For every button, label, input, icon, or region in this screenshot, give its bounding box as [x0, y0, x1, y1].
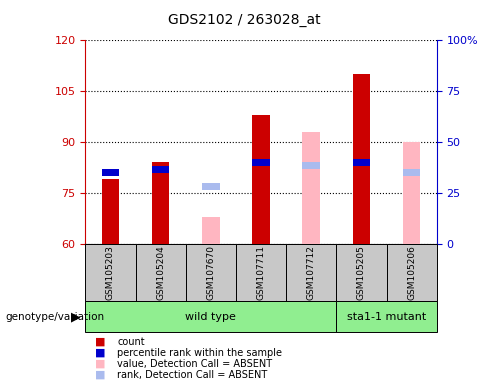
- Text: ■: ■: [95, 348, 106, 358]
- Bar: [403, 142, 421, 244]
- Bar: [85, 301, 336, 332]
- Bar: [403, 169, 421, 176]
- Bar: [353, 74, 370, 244]
- Text: GSM105203: GSM105203: [106, 245, 115, 300]
- Bar: [85, 244, 136, 301]
- Bar: [152, 162, 169, 244]
- Bar: [136, 244, 186, 301]
- Text: GSM107712: GSM107712: [307, 245, 316, 300]
- Text: percentile rank within the sample: percentile rank within the sample: [117, 348, 282, 358]
- Bar: [102, 169, 119, 176]
- Text: genotype/variation: genotype/variation: [5, 312, 104, 322]
- Text: count: count: [117, 336, 145, 346]
- Bar: [286, 244, 336, 301]
- Text: ■: ■: [95, 359, 106, 369]
- Bar: [336, 244, 386, 301]
- Text: ▶: ▶: [71, 310, 81, 323]
- Text: GSM105204: GSM105204: [156, 245, 165, 300]
- Bar: [186, 244, 236, 301]
- Text: GSM107711: GSM107711: [257, 245, 265, 300]
- Text: sta1-1 mutant: sta1-1 mutant: [347, 312, 426, 322]
- Bar: [252, 159, 270, 166]
- Bar: [202, 183, 220, 190]
- Text: ■: ■: [95, 370, 106, 380]
- Text: GSM105206: GSM105206: [407, 245, 416, 300]
- Bar: [303, 162, 320, 169]
- Bar: [386, 244, 437, 301]
- Text: GDS2102 / 263028_at: GDS2102 / 263028_at: [168, 13, 320, 27]
- Bar: [236, 244, 286, 301]
- Text: GSM107670: GSM107670: [206, 245, 215, 300]
- Bar: [353, 159, 370, 166]
- Text: rank, Detection Call = ABSENT: rank, Detection Call = ABSENT: [117, 370, 267, 380]
- Bar: [336, 301, 437, 332]
- Text: value, Detection Call = ABSENT: value, Detection Call = ABSENT: [117, 359, 272, 369]
- Bar: [303, 132, 320, 244]
- Bar: [152, 166, 169, 173]
- Bar: [252, 115, 270, 244]
- Bar: [102, 179, 119, 244]
- Text: ■: ■: [95, 336, 106, 346]
- Text: GSM105205: GSM105205: [357, 245, 366, 300]
- Text: wild type: wild type: [185, 312, 236, 322]
- Bar: [202, 217, 220, 244]
